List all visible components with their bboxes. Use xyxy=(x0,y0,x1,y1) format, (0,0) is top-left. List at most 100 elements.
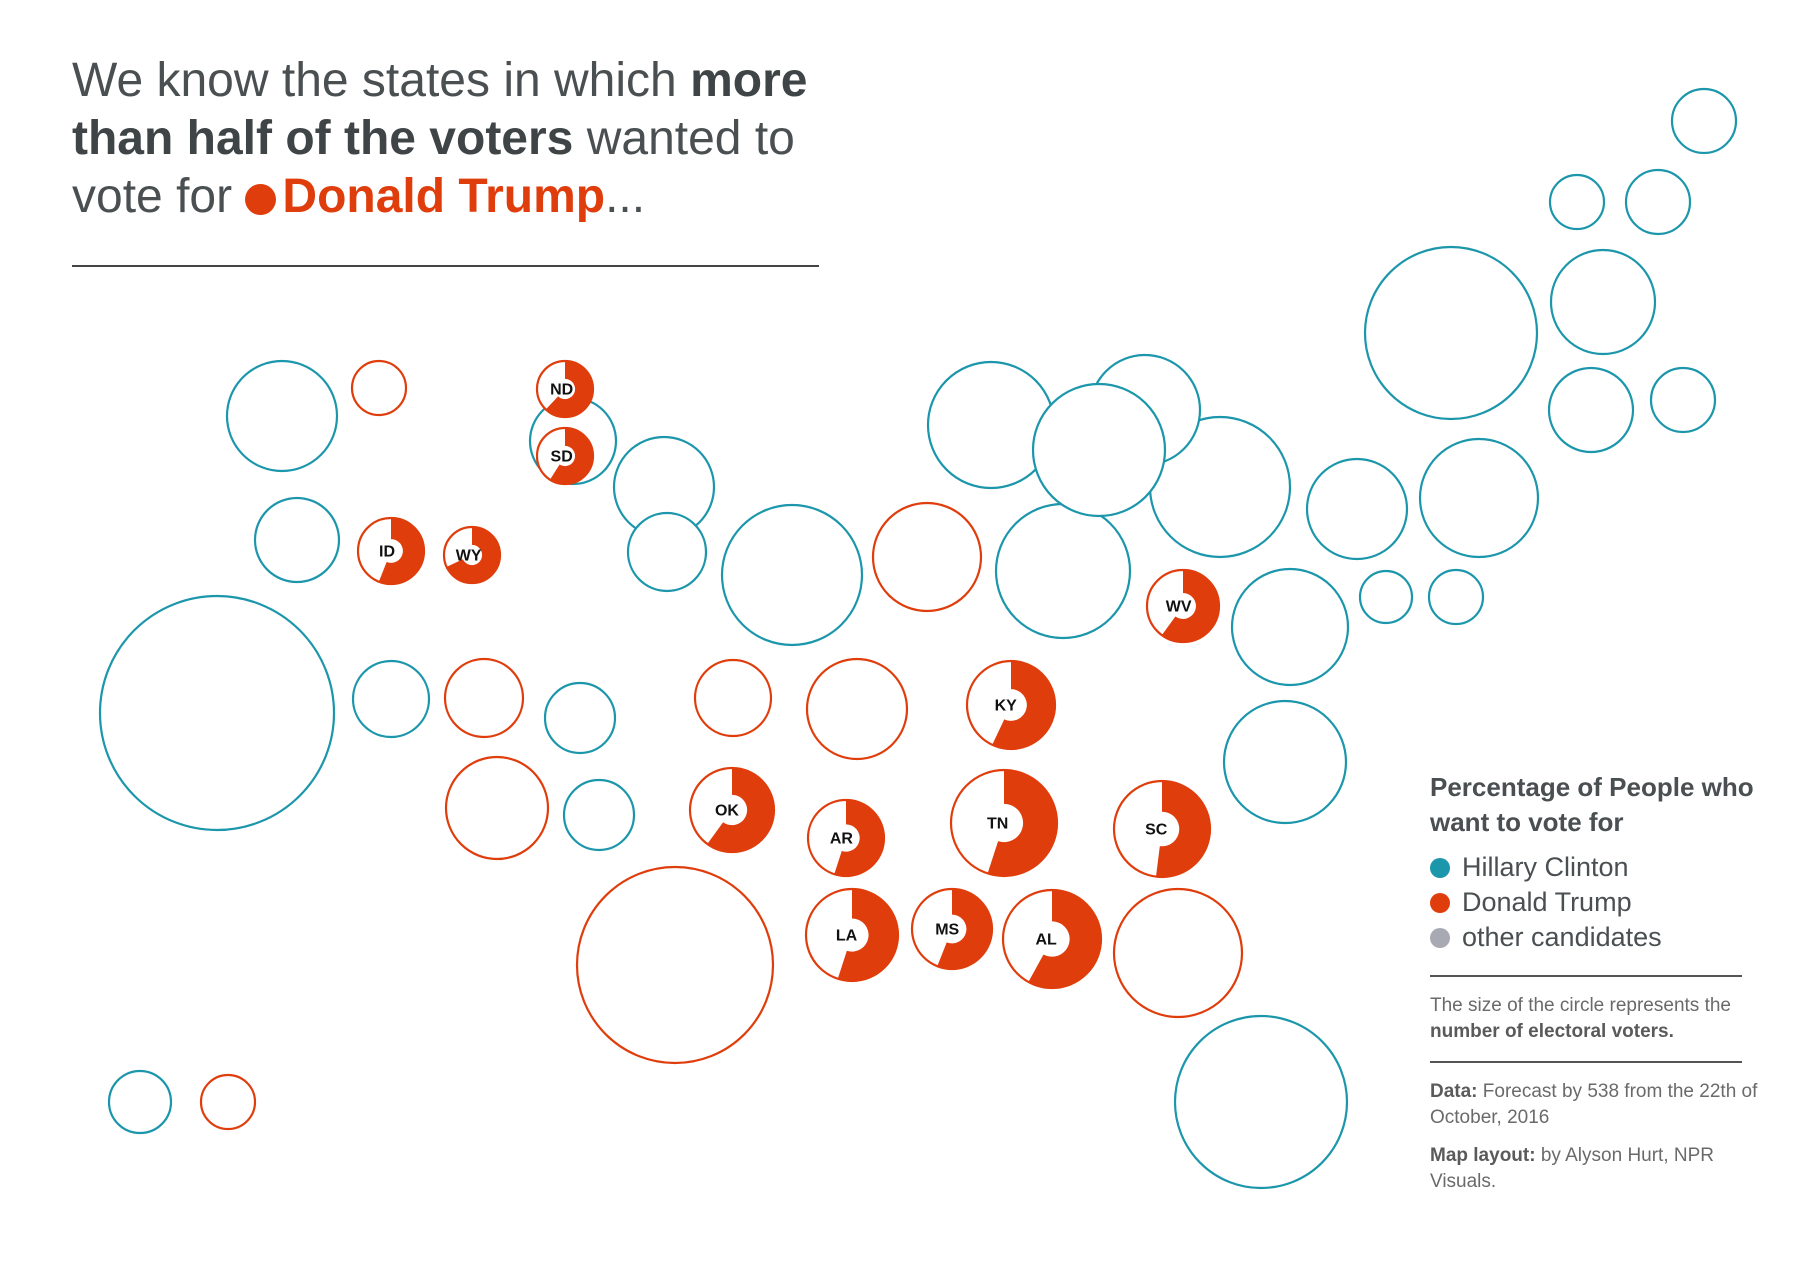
legend-item-clinton: Hillary Clinton xyxy=(1430,850,1760,885)
state-outline xyxy=(98,594,336,832)
state-circle-ky: KY xyxy=(965,659,1057,751)
trump-share-wedge xyxy=(549,428,593,484)
state-circle-la: LA xyxy=(804,887,900,983)
state-circle xyxy=(994,502,1132,640)
state-circle xyxy=(562,778,636,852)
state-circle xyxy=(350,359,408,417)
state-circle xyxy=(1222,699,1348,825)
state-circle xyxy=(225,359,339,473)
trump-share-wedge xyxy=(378,518,424,584)
state-circle xyxy=(1547,366,1635,454)
state-circle xyxy=(444,755,550,861)
state-outline xyxy=(543,681,617,755)
legend-item-other: other candidates xyxy=(1430,920,1760,955)
state-circle-ar: AR xyxy=(806,798,886,878)
state-outline xyxy=(199,1073,257,1131)
state-circle xyxy=(1363,245,1539,421)
state-outline xyxy=(994,502,1132,640)
state-label: SC xyxy=(1145,822,1168,839)
state-label: SD xyxy=(551,449,573,466)
state-outline xyxy=(350,359,408,417)
state-label: TN xyxy=(987,816,1008,833)
state-outline xyxy=(351,659,431,739)
state-outline xyxy=(1549,248,1657,356)
size-note: The size of the circle represents the nu… xyxy=(1430,993,1760,1045)
trump-share-wedge xyxy=(987,770,1057,876)
state-label: WY xyxy=(456,548,482,565)
state-circle xyxy=(98,594,336,832)
state-circle xyxy=(443,657,525,739)
data-credit-label: Data: xyxy=(1430,1081,1478,1102)
trump-share-wedge xyxy=(1161,570,1219,642)
legend-title: Percentage of People who want to vote fo… xyxy=(1430,772,1754,837)
legend-label-clinton: Hillary Clinton xyxy=(1462,852,1629,882)
state-label: ND xyxy=(550,382,573,399)
state-outline xyxy=(444,755,550,861)
state-outline xyxy=(1670,87,1738,155)
state-outline xyxy=(1649,366,1717,434)
layout-credit: Map layout: by Alyson Hurt, NPR Visuals. xyxy=(1430,1143,1760,1195)
state-circle xyxy=(1548,173,1606,231)
trump-share-wedge xyxy=(707,767,775,852)
state-circle xyxy=(720,503,864,647)
state-outline xyxy=(1031,382,1167,518)
state-outline xyxy=(1230,567,1350,687)
state-outline xyxy=(1624,168,1692,236)
state-circle-tn: TN xyxy=(949,768,1059,878)
state-label: ID xyxy=(379,544,395,561)
legend: Percentage of People who want to vote fo… xyxy=(1430,770,1760,1207)
legend-label-other: other candidates xyxy=(1462,922,1662,952)
size-note-text: The size of the circle represents the xyxy=(1430,995,1731,1016)
state-outline xyxy=(107,1069,173,1135)
state-circle xyxy=(805,657,909,761)
state-circle xyxy=(1549,248,1657,356)
state-outline xyxy=(805,657,909,761)
state-circle xyxy=(693,658,773,738)
state-outline xyxy=(1112,887,1244,1019)
state-circle xyxy=(1173,1014,1349,1190)
state-outline xyxy=(1173,1014,1349,1190)
headline: We know the states in which more than ha… xyxy=(72,52,832,226)
state-circle xyxy=(199,1073,257,1131)
state-circle xyxy=(253,496,341,584)
state-label: LA xyxy=(836,928,858,945)
state-circle xyxy=(1112,887,1244,1019)
layout-credit-label: Map layout: xyxy=(1430,1145,1536,1166)
state-label: MS xyxy=(935,922,959,939)
state-circle xyxy=(1624,168,1692,236)
headline-bold-phrase: more than half of the voters xyxy=(72,54,808,165)
state-circle xyxy=(871,501,983,613)
trump-share-wedge xyxy=(834,800,884,876)
legend-divider-2 xyxy=(1430,1061,1742,1063)
legend-item-trump: Donald Trump xyxy=(1430,885,1760,920)
state-outline xyxy=(1548,173,1606,231)
state-outline xyxy=(443,657,525,739)
clinton-swatch-icon xyxy=(1430,857,1450,878)
state-circle-nd: ND xyxy=(535,359,595,419)
state-circle xyxy=(543,681,617,755)
state-outline xyxy=(1222,699,1348,825)
state-circle xyxy=(1230,567,1350,687)
state-circle-ms: MS xyxy=(910,887,994,971)
state-outline xyxy=(871,501,983,613)
legend-label-trump: Donald Trump xyxy=(1462,887,1632,917)
trump-swatch-icon xyxy=(1430,892,1450,913)
state-outline xyxy=(253,496,341,584)
other-swatch-icon xyxy=(1430,927,1450,948)
trump-share-wedge xyxy=(545,361,594,417)
state-outline xyxy=(1418,437,1540,559)
state-circle-wy: WY xyxy=(442,525,502,585)
state-circle xyxy=(1427,568,1485,626)
headline-divider xyxy=(72,265,819,267)
headline-candidate: Donald Trump xyxy=(282,170,606,223)
trump-share-wedge xyxy=(992,661,1055,750)
state-outline xyxy=(1305,457,1409,561)
state-circle-sc: SC xyxy=(1112,779,1212,879)
state-outline xyxy=(693,658,773,738)
trump-share-wedge xyxy=(937,889,993,970)
state-circle xyxy=(1670,87,1738,155)
state-circle-id: ID xyxy=(356,516,426,586)
state-outline xyxy=(575,865,775,1065)
state-outline xyxy=(1547,366,1635,454)
